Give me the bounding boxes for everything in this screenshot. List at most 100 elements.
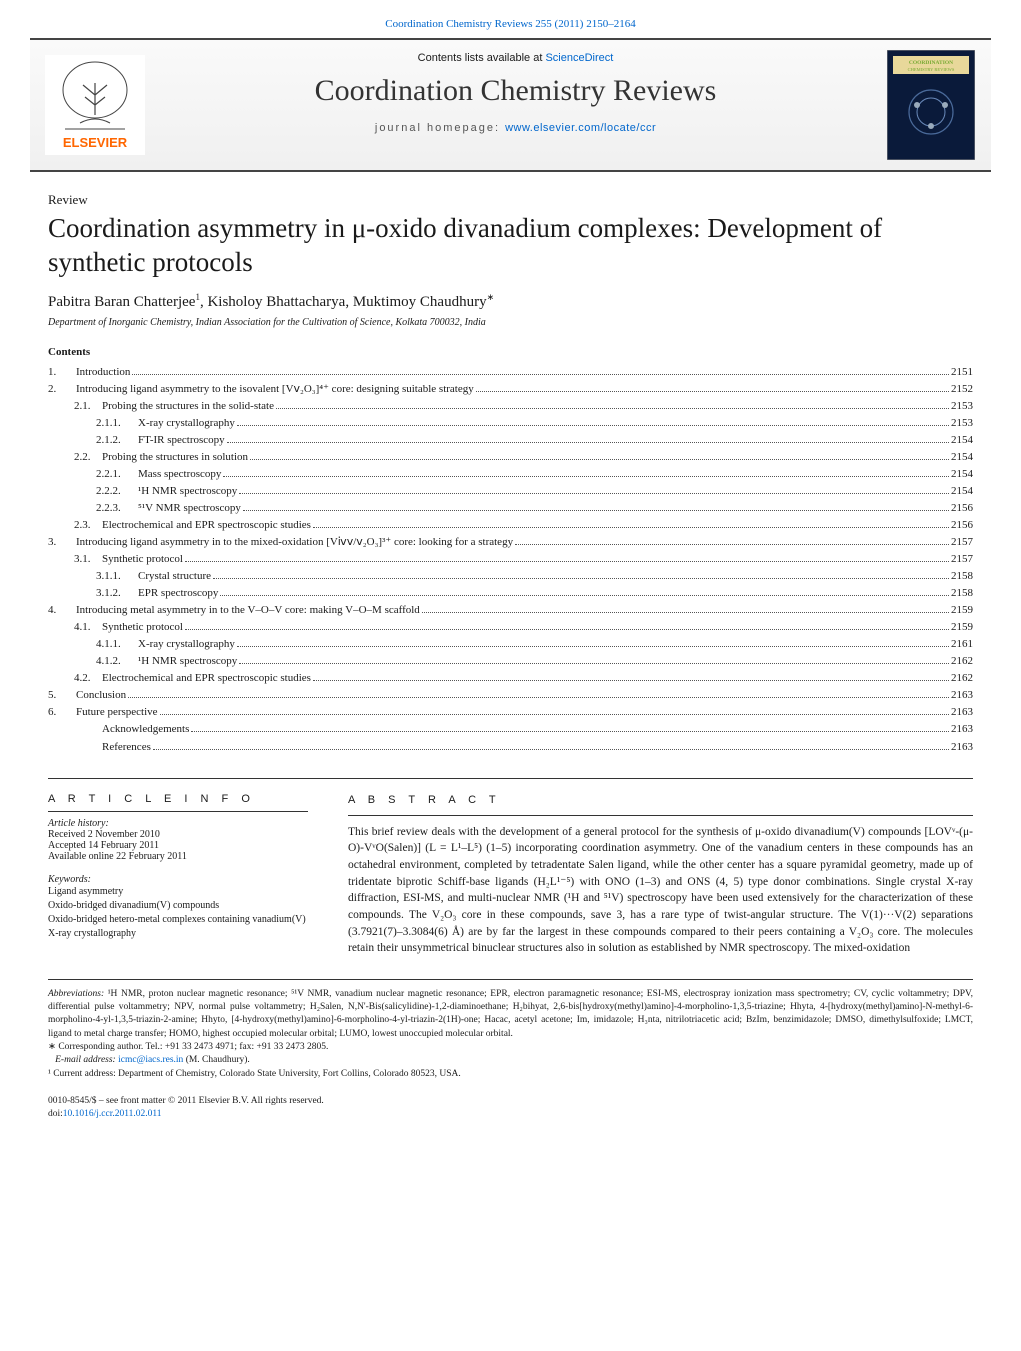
citation-header: Coordination Chemistry Reviews 255 (2011… bbox=[0, 0, 1021, 38]
toc-number: 3.1.2. bbox=[48, 585, 138, 602]
toc-label: Electrochemical and EPR spectroscopic st… bbox=[102, 670, 311, 687]
toc-number: 4.2. bbox=[48, 670, 102, 687]
toc-label: Acknowledgements bbox=[102, 721, 189, 738]
toc-page: 2153 bbox=[951, 415, 973, 432]
toc-leader bbox=[237, 646, 949, 647]
info-abstract-row: A R T I C L E I N F O Article history: R… bbox=[48, 778, 973, 957]
rule bbox=[348, 815, 973, 816]
toc-label: Probing the structures in the solid-stat… bbox=[102, 398, 274, 415]
citation-link[interactable]: Coordination Chemistry Reviews 255 (2011… bbox=[385, 18, 635, 30]
article-title: Coordination asymmetry in μ-oxido divana… bbox=[48, 212, 973, 280]
journal-cover: COORDINATION CHEMISTRY REVIEWS bbox=[871, 40, 991, 170]
doi-link[interactable]: 10.1016/j.ccr.2011.02.011 bbox=[63, 1109, 162, 1119]
toc-line: 6.Future perspective2163 bbox=[48, 704, 973, 721]
toc-page: 2159 bbox=[951, 602, 973, 619]
toc-page: 2163 bbox=[951, 739, 973, 756]
abstract-body: This brief review deals with the develop… bbox=[348, 824, 973, 957]
journal-homepage: journal homepage: www.elsevier.com/locat… bbox=[160, 122, 871, 134]
toc-leader bbox=[223, 476, 949, 477]
toc-line: 2.1.2.FT-IR spectroscopy2154 bbox=[48, 432, 973, 449]
history-accepted: Accepted 14 February 2011 bbox=[48, 840, 308, 851]
toc-label: EPR spectroscopy bbox=[138, 585, 218, 602]
affiliation: Department of Inorganic Chemistry, India… bbox=[48, 317, 973, 328]
email-link[interactable]: icmc@iacs.res.in bbox=[118, 1055, 183, 1065]
toc-label: Introducing metal asymmetry in to the V–… bbox=[76, 602, 420, 619]
toc-number: 2.2. bbox=[48, 449, 102, 466]
toc-line: 2.2.3.⁵¹V NMR spectroscopy2156 bbox=[48, 500, 973, 517]
toc-page: 2154 bbox=[951, 483, 973, 500]
toc-page: 2162 bbox=[951, 653, 973, 670]
toc-page: 2152 bbox=[951, 381, 973, 398]
toc-leader bbox=[276, 408, 949, 409]
elsevier-tree-icon: ELSEVIER bbox=[45, 55, 145, 155]
toc-page: 2158 bbox=[951, 585, 973, 602]
keyword: X-ray crystallography bbox=[48, 927, 308, 941]
toc-line: 2.1.Probing the structures in the solid-… bbox=[48, 398, 973, 415]
abbreviations: Abbreviations: ¹H NMR, proton nuclear ma… bbox=[48, 988, 973, 1041]
history-online: Available online 22 February 2011 bbox=[48, 851, 308, 862]
homepage-link[interactable]: www.elsevier.com/locate/ccr bbox=[505, 122, 656, 134]
toc-number: 4.1.1. bbox=[48, 636, 138, 653]
toc-line: 2.2.2.¹H NMR spectroscopy2154 bbox=[48, 483, 973, 500]
article-info: A R T I C L E I N F O Article history: R… bbox=[48, 793, 308, 957]
toc-line: 2.1.1.X-ray crystallography2153 bbox=[48, 415, 973, 432]
toc-leader bbox=[153, 749, 949, 750]
email-label: E-mail address: bbox=[55, 1055, 118, 1065]
rule bbox=[48, 811, 308, 812]
toc-number: 4. bbox=[48, 602, 76, 619]
toc-number: 2.1. bbox=[48, 398, 102, 415]
toc-label: FT-IR spectroscopy bbox=[138, 432, 225, 449]
article-body: Review Coordination asymmetry in μ-oxido… bbox=[0, 172, 1021, 1152]
keyword: Oxido-bridged hetero-metal complexes con… bbox=[48, 913, 308, 927]
toc-label: Electrochemical and EPR spectroscopic st… bbox=[102, 517, 311, 534]
abstract: A B S T R A C T This brief review deals … bbox=[348, 793, 973, 957]
toc-label: Introducing ligand asymmetry to the isov… bbox=[76, 381, 474, 398]
toc-line: 4.Introducing metal asymmetry in to the … bbox=[48, 602, 973, 619]
sciencedirect-link[interactable]: ScienceDirect bbox=[545, 52, 613, 64]
toc-line: 1.Introduction2151 bbox=[48, 364, 973, 381]
toc-number: 2.3. bbox=[48, 517, 102, 534]
contents-heading: Contents bbox=[48, 346, 973, 358]
toc-leader bbox=[128, 697, 949, 698]
toc-line: 2.2.Probing the structures in solution21… bbox=[48, 449, 973, 466]
keyword: Ligand asymmetry bbox=[48, 885, 308, 899]
toc-leader bbox=[185, 629, 949, 630]
toc-leader bbox=[422, 612, 949, 613]
footer: 0010-8545/$ – see front matter © 2011 El… bbox=[48, 1095, 973, 1122]
toc-leader bbox=[243, 510, 949, 511]
toc-number: 2.1.2. bbox=[48, 432, 138, 449]
toc-number: 4.1.2. bbox=[48, 653, 138, 670]
authors: Pabitra Baran Chatterjee1, Kisholoy Bhat… bbox=[48, 292, 973, 311]
email-suffix: (M. Chaudhury). bbox=[183, 1055, 250, 1065]
toc-leader bbox=[132, 374, 949, 375]
toc-label: Conclusion bbox=[76, 687, 126, 704]
toc-label: References bbox=[102, 739, 151, 756]
toc-page: 2154 bbox=[951, 466, 973, 483]
toc-page: 2163 bbox=[951, 721, 973, 738]
keywords-heading: Keywords: bbox=[48, 874, 308, 885]
toc-line: 2.3.Electrochemical and EPR spectroscopi… bbox=[48, 517, 973, 534]
toc-leader bbox=[227, 442, 949, 443]
toc-leader bbox=[250, 459, 949, 460]
toc-number: 6. bbox=[48, 704, 76, 721]
toc-label: X-ray crystallography bbox=[138, 636, 235, 653]
toc-number: 2.2.2. bbox=[48, 483, 138, 500]
toc-label: Introduction bbox=[76, 364, 130, 381]
toc-line: 3.1.1.Crystal structure2158 bbox=[48, 568, 973, 585]
table-of-contents: 1.Introduction21512.Introducing ligand a… bbox=[48, 364, 973, 756]
email-line: E-mail address: icmc@iacs.res.in (M. Cha… bbox=[48, 1054, 973, 1067]
toc-label: Mass spectroscopy bbox=[138, 466, 221, 483]
journal-header-center: Contents lists available at ScienceDirec… bbox=[160, 40, 871, 170]
toc-label: ¹H NMR spectroscopy bbox=[138, 653, 237, 670]
current-address: ¹ Current address: Department of Chemist… bbox=[48, 1068, 973, 1081]
toc-line: 3.Introducing ligand asymmetry in to the… bbox=[48, 534, 973, 551]
toc-line: 4.2.Electrochemical and EPR spectroscopi… bbox=[48, 670, 973, 687]
toc-label: Future perspective bbox=[76, 704, 158, 721]
toc-label: Probing the structures in solution bbox=[102, 449, 248, 466]
svg-text:ELSEVIER: ELSEVIER bbox=[63, 135, 128, 150]
cover-thumb-icon: COORDINATION CHEMISTRY REVIEWS bbox=[887, 50, 975, 160]
toc-leader bbox=[185, 561, 949, 562]
toc-line: 5.Conclusion2163 bbox=[48, 687, 973, 704]
toc-page: 2158 bbox=[951, 568, 973, 585]
toc-leader bbox=[476, 391, 949, 392]
